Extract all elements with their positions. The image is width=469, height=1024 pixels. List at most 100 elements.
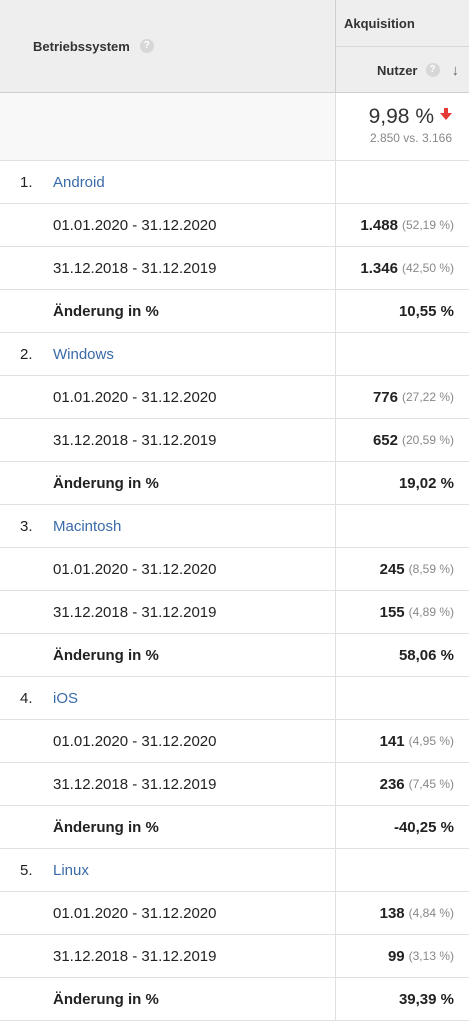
date-range-row: 01.01.2020 - 31.12.2020 245 (8,59 %)	[0, 548, 469, 591]
sort-descending-icon[interactable]: ↓	[451, 61, 460, 79]
metric-share: (4,84 %)	[408, 906, 454, 920]
metric-value: 1.346	[360, 259, 398, 277]
metric-value: 155	[379, 603, 405, 621]
summary-label-cell	[0, 93, 335, 160]
value-cell: 155 (4,89 %)	[335, 591, 469, 633]
metric-share: (42,50 %)	[401, 261, 454, 275]
row-label: 31.12.2018 - 31.12.2019	[53, 603, 217, 621]
metric-value: 138	[379, 904, 405, 922]
value-cell: 245 (8,59 %)	[335, 548, 469, 590]
metric-share: (7,45 %)	[408, 777, 454, 791]
group-cell: 3. Macintosh	[0, 505, 335, 547]
change-row: Änderung in % 10,55 %	[0, 290, 469, 333]
table-header: Betriebssystem ? Akquisition Nutzer ? ↓	[0, 0, 469, 93]
row-label: 31.12.2018 - 31.12.2019	[53, 259, 217, 277]
metric-share: (52,19 %)	[401, 218, 454, 232]
metric-share: (20,59 %)	[401, 433, 454, 447]
metric-share: (3,13 %)	[408, 949, 454, 963]
group-value-cell	[335, 677, 469, 719]
metric-header-label: Nutzer	[377, 62, 418, 78]
row-label: 01.01.2020 - 31.12.2020	[53, 560, 217, 578]
row-label: 01.01.2020 - 31.12.2020	[53, 216, 217, 234]
value-cell: 58,06 %	[335, 634, 469, 676]
help-icon[interactable]: ?	[139, 39, 154, 53]
metric-share: (4,89 %)	[408, 605, 454, 619]
row-number: 2.	[20, 345, 33, 363]
metric-value: 1.488	[360, 216, 398, 234]
row-label: Änderung in %	[53, 646, 159, 664]
date-range-row: 31.12.2018 - 31.12.2019 99 (3,13 %)	[0, 935, 469, 978]
metric-share: (4,95 %)	[408, 734, 454, 748]
date-range-row: 31.12.2018 - 31.12.2019 1.346 (42,50 %)	[0, 247, 469, 290]
date-range-row: 01.01.2020 - 31.12.2020 1.488 (52,19 %)	[0, 204, 469, 247]
group-value-cell	[335, 505, 469, 547]
row-number: 5.	[20, 861, 33, 879]
summary-value-cell: 9,98 % 2.850 vs. 3.166	[335, 93, 469, 160]
metric-value: 652	[372, 431, 398, 449]
date-range-row: 31.12.2018 - 31.12.2019 652 (20,59 %)	[0, 419, 469, 462]
os-link[interactable]: Windows	[53, 345, 114, 363]
metric-value: 39,39 %	[398, 990, 454, 1008]
value-cell: 10,55 %	[335, 290, 469, 332]
trend-down-arrow-icon	[440, 108, 452, 120]
value-cell: 776 (27,22 %)	[335, 376, 469, 418]
group-cell: 2. Windows	[0, 333, 335, 375]
help-icon[interactable]: ?	[425, 63, 440, 77]
metric-value: 245	[379, 560, 405, 578]
os-link[interactable]: Macintosh	[53, 517, 122, 535]
table-row: 5. Linux	[0, 849, 469, 892]
row-label: Änderung in %	[53, 818, 159, 836]
row-label: 01.01.2020 - 31.12.2020	[53, 904, 217, 922]
date-range-row: 31.12.2018 - 31.12.2019 155 (4,89 %)	[0, 591, 469, 634]
value-cell: -40,25 %	[335, 806, 469, 848]
dimension-header-label: Betriebssystem	[33, 38, 130, 54]
table-row: 1. Android	[0, 161, 469, 204]
date-range-row: 01.01.2020 - 31.12.2020 138 (4,84 %)	[0, 892, 469, 935]
metric-share: (8,59 %)	[408, 562, 454, 576]
change-row: Änderung in % 19,02 %	[0, 462, 469, 505]
summary-comparison: 2.850 vs. 3.166	[369, 131, 452, 145]
change-row: Änderung in % -40,25 %	[0, 806, 469, 849]
value-cell: 652 (20,59 %)	[335, 419, 469, 461]
group-cell: 4. iOS	[0, 677, 335, 719]
date-range-row: 01.01.2020 - 31.12.2020 141 (4,95 %)	[0, 720, 469, 763]
change-row: Änderung in % 58,06 %	[0, 634, 469, 677]
metric-header[interactable]: Nutzer ? ↓	[336, 47, 469, 93]
section-header-label: Akquisition	[336, 0, 469, 47]
metric-value: 99	[387, 947, 405, 965]
table-body: 1. Android 01.01.2020 - 31.12.2020 1.488 (52…	[0, 161, 469, 1021]
table-row: 4. iOS	[0, 677, 469, 720]
value-cell: 39,39 %	[335, 978, 469, 1020]
value-cell: 236 (7,45 %)	[335, 763, 469, 805]
metric-value: 141	[379, 732, 405, 750]
change-row: Änderung in % 39,39 %	[0, 978, 469, 1021]
value-cell: 141 (4,95 %)	[335, 720, 469, 762]
group-value-cell	[335, 333, 469, 375]
table-row: 3. Macintosh	[0, 505, 469, 548]
summary-row: 9,98 % 2.850 vs. 3.166	[0, 93, 469, 161]
os-link[interactable]: iOS	[53, 689, 79, 707]
group-cell: 5. Linux	[0, 849, 335, 891]
row-number: 1.	[20, 173, 33, 191]
date-range-row: 01.01.2020 - 31.12.2020 776 (27,22 %)	[0, 376, 469, 419]
metric-value: 10,55 %	[398, 302, 454, 320]
row-number: 4.	[20, 689, 33, 707]
metric-value: -40,25 %	[393, 818, 454, 836]
dimension-header[interactable]: Betriebssystem ?	[0, 0, 335, 92]
summary-change: 9,98 %	[368, 105, 434, 128]
value-cell: 19,02 %	[335, 462, 469, 504]
group-cell: 1. Android	[0, 161, 335, 203]
row-label: 01.01.2020 - 31.12.2020	[53, 388, 217, 406]
metric-value: 58,06 %	[398, 646, 454, 664]
row-label: 31.12.2018 - 31.12.2019	[53, 947, 217, 965]
os-link[interactable]: Android	[53, 173, 105, 191]
value-cell: 1.346 (42,50 %)	[335, 247, 469, 289]
row-label: 31.12.2018 - 31.12.2019	[53, 431, 217, 449]
metric-value: 236	[379, 775, 405, 793]
row-number: 3.	[20, 517, 33, 535]
os-link[interactable]: Linux	[53, 861, 89, 879]
row-label: 01.01.2020 - 31.12.2020	[53, 732, 217, 750]
group-value-cell	[335, 849, 469, 891]
group-value-cell	[335, 161, 469, 203]
